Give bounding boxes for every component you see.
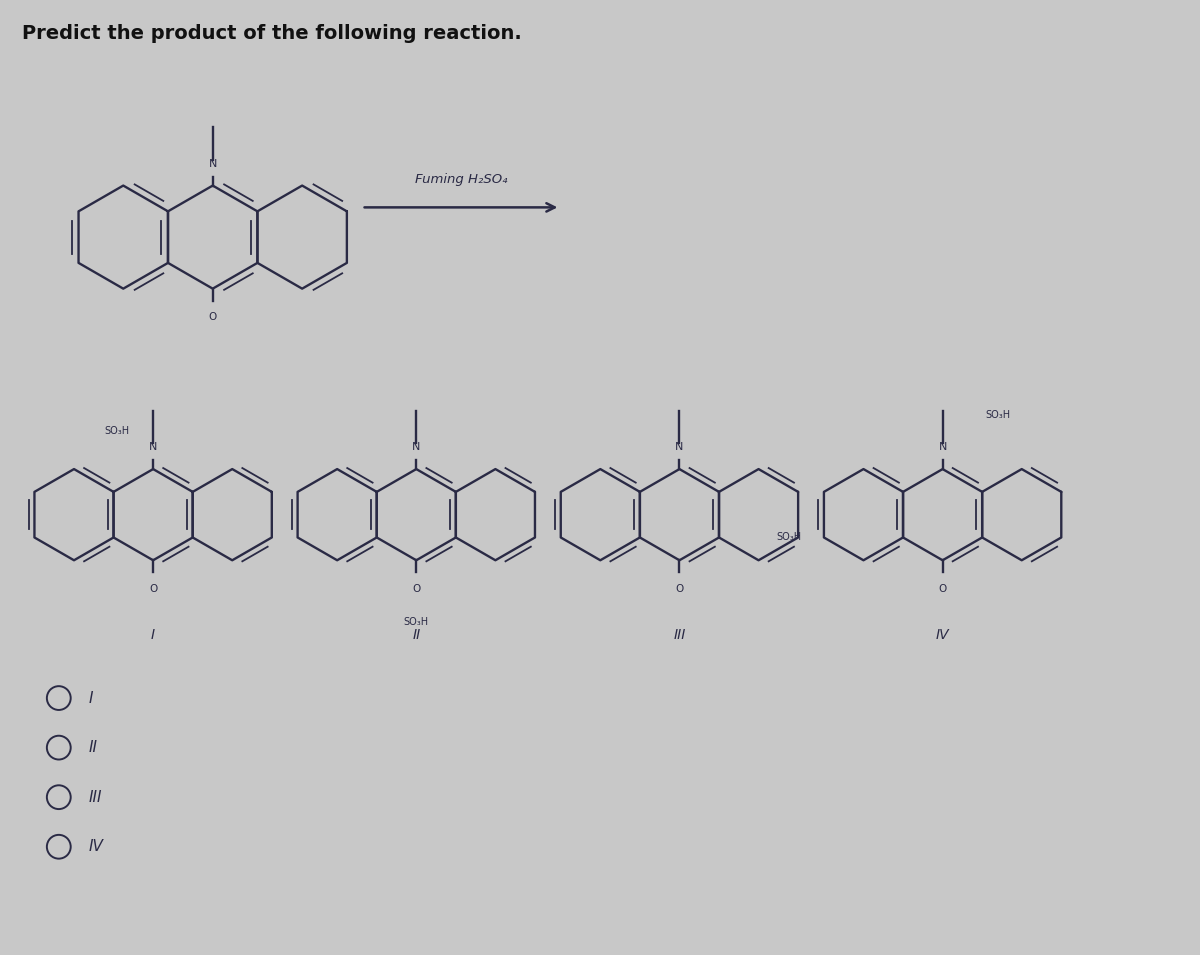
- Text: O: O: [938, 584, 947, 594]
- Text: IV: IV: [936, 627, 949, 642]
- Text: N: N: [412, 442, 420, 453]
- Text: I: I: [89, 690, 94, 706]
- Text: O: O: [676, 584, 684, 594]
- Text: N: N: [149, 442, 157, 453]
- Text: O: O: [149, 584, 157, 594]
- Text: I: I: [151, 627, 155, 642]
- Text: III: III: [89, 790, 102, 805]
- Text: SO₃H: SO₃H: [985, 410, 1010, 419]
- Text: O: O: [412, 584, 420, 594]
- Text: N: N: [209, 159, 217, 169]
- Text: N: N: [938, 442, 947, 453]
- Text: II: II: [412, 627, 420, 642]
- Text: Predict the product of the following reaction.: Predict the product of the following rea…: [22, 25, 522, 43]
- Text: IV: IV: [89, 839, 103, 855]
- Text: N: N: [676, 442, 684, 453]
- Text: O: O: [209, 312, 217, 323]
- Text: SO₃H: SO₃H: [776, 533, 802, 542]
- Text: SO₃H: SO₃H: [104, 426, 130, 436]
- Text: III: III: [673, 627, 685, 642]
- Text: II: II: [89, 740, 97, 755]
- Text: SO₃H: SO₃H: [403, 617, 428, 626]
- Text: Fuming H₂SO₄: Fuming H₂SO₄: [415, 173, 508, 185]
